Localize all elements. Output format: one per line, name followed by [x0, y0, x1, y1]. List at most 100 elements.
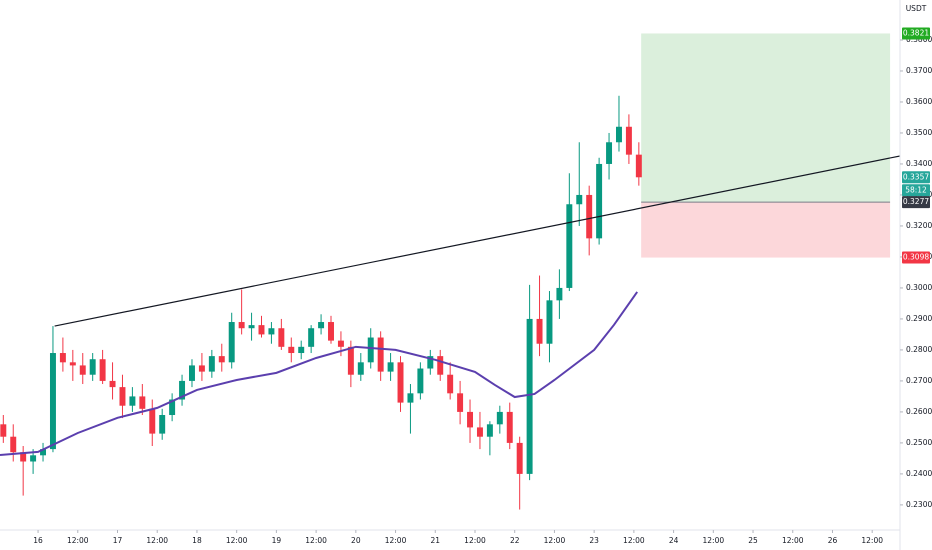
candle-body [268, 328, 275, 335]
candle-body [407, 393, 414, 403]
y-tick-label: 0.3700 [906, 66, 932, 75]
candle-body [635, 154, 642, 178]
x-tick-label: 12:00 [544, 536, 566, 545]
y-tick-label: 0.2600 [906, 407, 932, 416]
x-tick-label: 12:00 [67, 536, 89, 545]
candle-body [586, 194, 593, 239]
y-tick-label: 0.2700 [906, 376, 932, 385]
candle-body [10, 436, 17, 453]
candle-body [427, 356, 434, 369]
y-tick-label: 0.3600 [906, 97, 932, 106]
x-tick-label: 18 [192, 536, 202, 545]
candle-body [417, 368, 424, 394]
moving-average [0, 291, 639, 456]
candle-body [506, 411, 513, 443]
candle-body [198, 365, 205, 372]
last-price-label-bg [902, 171, 930, 184]
currency-label: USDT [906, 4, 927, 13]
x-tick-label: 21 [430, 536, 440, 545]
countdown-bg [902, 184, 930, 197]
y-tick-label: 0.2900 [906, 314, 932, 323]
x-tick-label: 12:00 [226, 536, 248, 545]
x-tick-label: 24 [669, 536, 679, 545]
candle-body [238, 322, 245, 329]
candle-body [169, 399, 176, 416]
stop-zone [641, 202, 891, 258]
candle-body [109, 380, 116, 388]
trendline [54, 155, 900, 327]
x-tick-label: 12:00 [782, 536, 804, 545]
entry-price-label: 0.3277 [903, 197, 929, 206]
candle-body [0, 424, 7, 437]
x-tick-label: 23 [589, 536, 599, 545]
candle-body [278, 328, 285, 347]
y-tick-label: 0.3200 [906, 221, 932, 230]
y-tick-label: 0.3400 [906, 159, 932, 168]
candle-body [526, 318, 533, 474]
plot-area [0, 33, 900, 510]
target-price-label-bg [902, 27, 930, 40]
y-tick-label: 0.2400 [906, 469, 932, 478]
candle-body [536, 318, 543, 344]
candle-body [179, 380, 186, 400]
x-tick-label: 20 [351, 536, 361, 545]
candle-body [298, 346, 305, 354]
candle-body [566, 204, 573, 288]
candle-body [437, 356, 444, 375]
x-tick-label: 12:00 [385, 536, 407, 545]
candle-body [546, 300, 553, 344]
candle-body [337, 340, 344, 347]
y-tick-label: 0.2500 [906, 438, 932, 447]
candle-body [258, 325, 265, 335]
candle-body [367, 337, 374, 363]
target-price-label: 0.3821 [903, 28, 929, 37]
candle-body [119, 387, 126, 406]
x-tick-label: 26 [828, 536, 838, 545]
stop-price-label: 0.3098 [903, 253, 929, 262]
x-tick-label: 25 [748, 536, 758, 545]
stop-price-label-bg [902, 251, 930, 264]
candle-body [347, 346, 354, 375]
candle-body [387, 362, 394, 372]
candle-body [377, 337, 384, 372]
candle-body [218, 356, 225, 363]
candle-body [397, 362, 404, 403]
candle-body [606, 142, 613, 164]
entry-price-label-bg [902, 196, 930, 209]
countdown: 58:12 [905, 185, 927, 194]
candle-body [149, 408, 156, 434]
x-tick-label: 17 [113, 536, 123, 545]
candle-body [457, 393, 464, 412]
candle-body [228, 322, 235, 363]
candle-body [467, 411, 474, 428]
candle-body [208, 356, 215, 372]
candle-body [447, 374, 454, 394]
candle-body [49, 353, 56, 450]
axes: 0.2300 0.2400 0.2500 0.2600 0.2700 0.2800 0.29… [33, 27, 932, 545]
candle-body [596, 163, 603, 239]
candle-body [248, 325, 255, 329]
candle-body [516, 442, 523, 474]
candle-body [328, 322, 334, 341]
candle-body [159, 415, 166, 434]
target-zone [641, 33, 891, 203]
x-tick-label: 16 [33, 536, 43, 545]
x-tick-label: 19 [272, 536, 282, 545]
candle-body [486, 424, 493, 437]
candle-body [139, 396, 146, 409]
candle-body [59, 353, 66, 363]
candle-body [357, 362, 364, 375]
x-tick-label: 12:00 [703, 536, 725, 545]
y-tick-label: 0.3800 [906, 35, 932, 44]
y-tick-label: 0.3000 [906, 283, 932, 292]
candle-body [99, 359, 106, 381]
candle-body [129, 396, 136, 406]
candle-body [79, 365, 86, 375]
x-tick-label: 12:00 [861, 536, 883, 545]
x-tick-label: 22 [510, 536, 520, 545]
x-tick-label: 12:00 [464, 536, 486, 545]
candle-body [625, 126, 632, 155]
candle-body [576, 194, 583, 205]
x-tick-label: 12:00 [305, 536, 327, 545]
y-tick-label: 0.2300 [906, 500, 932, 509]
